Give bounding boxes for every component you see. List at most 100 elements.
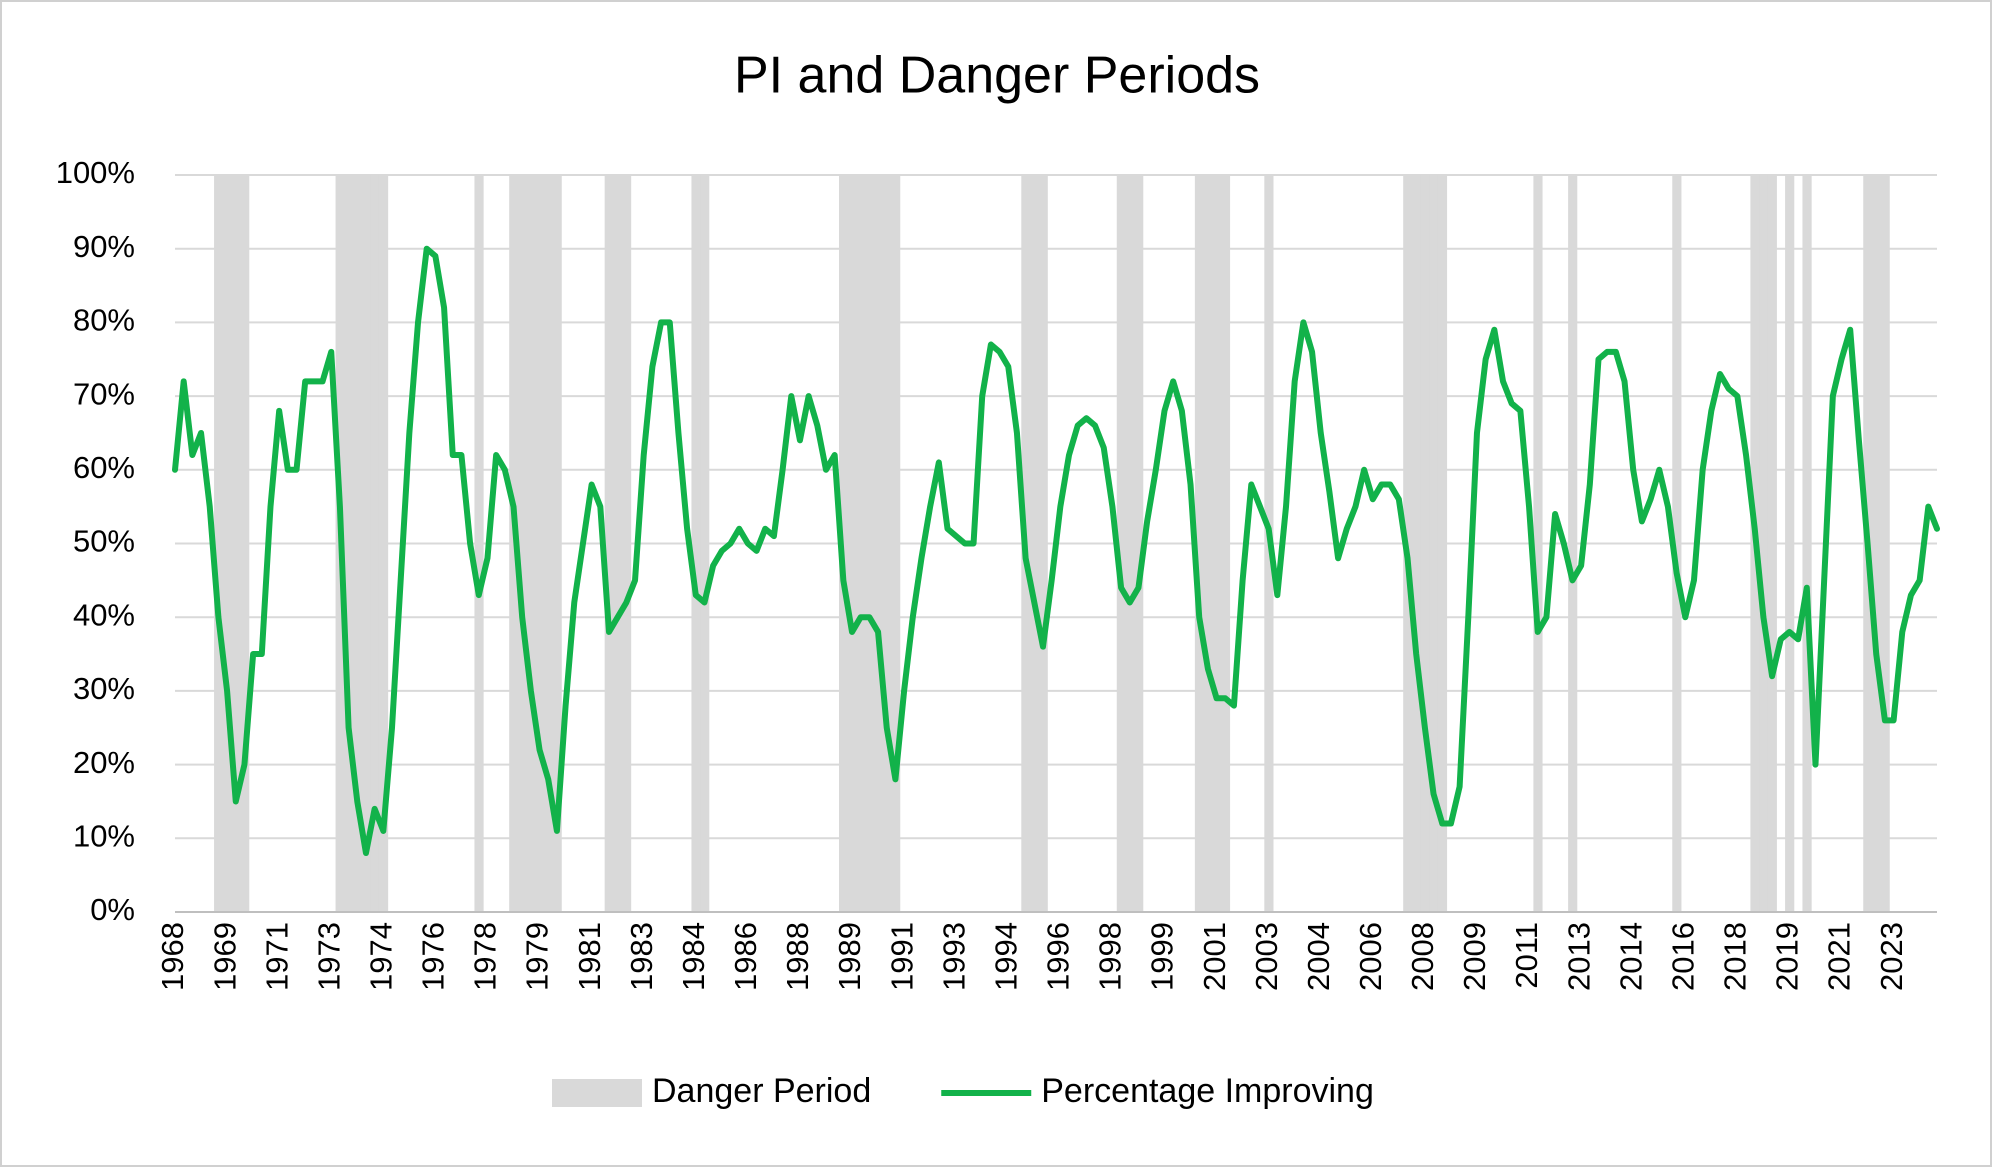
danger-bar — [378, 175, 389, 912]
x-tick-label: 1991 — [884, 922, 919, 991]
danger-bar — [847, 175, 857, 912]
x-tick-label: 2011 — [1509, 922, 1544, 989]
x-tick-label: 1989 — [832, 922, 867, 991]
danger-bar — [604, 175, 614, 912]
x-tick-label: 1969 — [207, 922, 242, 991]
x-tick-label: 1976 — [416, 922, 451, 991]
danger-bar — [1871, 175, 1882, 912]
danger-bar — [1029, 175, 1040, 912]
x-tick-label: 2008 — [1405, 922, 1440, 991]
x-tick-label: 2019 — [1770, 922, 1805, 991]
x-tick-label: 2016 — [1665, 922, 1700, 991]
legend-label: Percentage Improving — [1041, 1072, 1374, 1110]
x-tick-label: 1968 — [155, 922, 190, 991]
danger-bar — [1116, 175, 1126, 912]
danger-bar — [1194, 175, 1205, 912]
x-tick-label: 1984 — [676, 922, 711, 991]
lines — [172, 245, 1940, 857]
danger-bar — [1038, 175, 1048, 912]
danger-bar — [622, 175, 632, 912]
y-tick-label: 90% — [73, 229, 135, 264]
danger-bar — [344, 175, 354, 912]
y-tick-label: 50% — [73, 524, 135, 559]
x-tick-label: 1994 — [988, 922, 1023, 991]
danger-bar — [231, 175, 241, 912]
legend-label: Danger Period — [652, 1072, 871, 1110]
danger-bar — [882, 175, 892, 912]
x-tick-label: 2001 — [1197, 922, 1232, 991]
chart-title: PI and Danger Periods — [734, 47, 1260, 105]
x-tick-label: 2003 — [1249, 922, 1284, 991]
danger-bar — [891, 175, 901, 912]
x-tick-label: 1973 — [311, 922, 346, 991]
danger-bar — [361, 175, 371, 912]
danger-bar — [370, 175, 380, 912]
x-tick-label: 1996 — [1041, 922, 1076, 991]
y-tick-label: 80% — [73, 303, 135, 338]
x-tick-label: 1999 — [1145, 922, 1180, 991]
danger-bar — [700, 175, 710, 912]
danger-bar — [1420, 175, 1430, 912]
danger-bar — [1672, 175, 1682, 912]
danger-bar — [613, 175, 623, 912]
danger-bar — [240, 175, 250, 912]
y-tick-label: 30% — [73, 671, 135, 706]
danger-bar — [552, 175, 562, 912]
danger-bar — [856, 175, 866, 912]
x-tick-label: 2004 — [1301, 922, 1336, 991]
danger-bar — [1125, 175, 1135, 912]
x-tick-label: 1988 — [780, 922, 815, 991]
x-tick-label: 1998 — [1093, 922, 1128, 991]
x-tick-label: 2018 — [1718, 922, 1753, 991]
danger-bar — [1802, 175, 1812, 912]
x-tick-label: 1993 — [936, 922, 971, 991]
legend-item: Danger Period — [552, 1072, 871, 1110]
y-tick-label: 40% — [73, 597, 135, 632]
x-tick-label: 1979 — [520, 922, 555, 991]
danger-bar — [517, 175, 528, 912]
danger-bar — [1785, 175, 1795, 912]
danger-bar — [865, 175, 875, 912]
danger-bar — [352, 175, 363, 912]
danger-bar — [873, 175, 883, 912]
x-tick-label: 2006 — [1353, 922, 1388, 991]
x-tick-label: 2013 — [1561, 922, 1596, 991]
x-tick-label: 1981 — [572, 922, 607, 991]
y-tick-label: 60% — [73, 450, 135, 485]
x-tick-label: 1971 — [259, 922, 294, 991]
danger-bar — [1212, 175, 1222, 912]
danger-bar — [222, 175, 232, 912]
danger-bar — [535, 175, 545, 912]
danger-bar — [474, 175, 484, 912]
danger-bar — [1429, 175, 1439, 912]
danger-bar — [1533, 175, 1543, 912]
y-tick-label: 10% — [73, 818, 135, 853]
x-tick-label: 2021 — [1822, 922, 1857, 991]
legend-swatch — [552, 1079, 642, 1107]
danger-bar — [1759, 175, 1769, 912]
x-tick-label: 2014 — [1613, 922, 1648, 991]
y-tick-label: 0% — [90, 892, 135, 927]
x-tick-label: 2023 — [1874, 922, 1909, 991]
danger-bar — [691, 175, 701, 912]
x-tick-label: 1986 — [728, 922, 763, 991]
danger-bar — [1411, 175, 1422, 912]
danger-bar — [543, 175, 554, 912]
danger-bar — [214, 175, 224, 912]
danger-bar — [1134, 175, 1144, 912]
danger-bar — [1568, 175, 1578, 912]
x-tick-label: 1983 — [624, 922, 659, 991]
x-tick-label: 2009 — [1457, 922, 1492, 991]
danger-bar — [1203, 175, 1213, 912]
y-tick-label: 20% — [73, 745, 135, 780]
danger-bar — [1220, 175, 1231, 912]
x-tick-label: 1978 — [468, 922, 503, 991]
y-tick-label: 100% — [56, 155, 135, 190]
y-tick-label: 70% — [73, 376, 135, 411]
x-tick-label: 1974 — [364, 922, 399, 991]
legend-item: Percentage Improving — [941, 1072, 1374, 1110]
line — [172, 245, 1940, 857]
danger-bar — [1767, 175, 1777, 912]
